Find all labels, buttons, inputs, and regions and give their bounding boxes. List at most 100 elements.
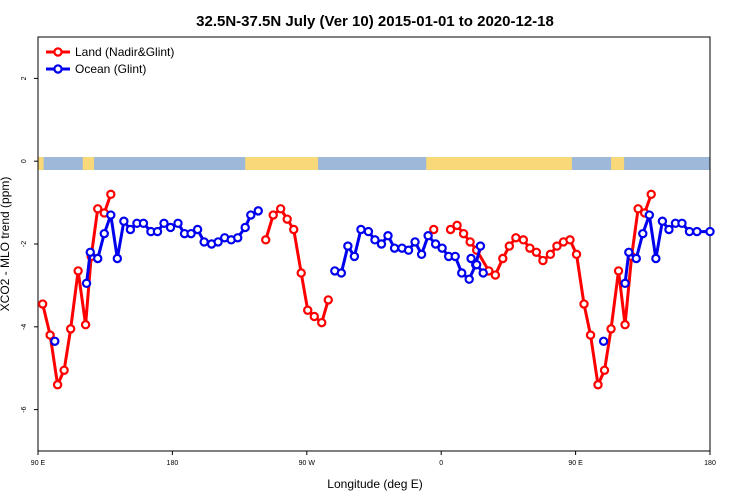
data-point <box>465 237 475 247</box>
data-point <box>93 253 103 264</box>
land-strip-segment <box>611 157 625 170</box>
data-point <box>268 210 278 220</box>
data-point <box>81 278 92 289</box>
x-tick-label: 90 E <box>568 460 583 467</box>
land-ocean-mask <box>38 157 710 170</box>
series-land <box>37 189 656 390</box>
data-point <box>511 233 521 243</box>
data-point <box>598 336 609 346</box>
data-point <box>498 253 508 264</box>
land-strip-segment <box>426 157 572 170</box>
data-point <box>192 224 203 235</box>
data-point <box>705 226 715 237</box>
data-point <box>538 255 548 266</box>
data-point <box>565 235 575 245</box>
data-point <box>677 218 687 228</box>
data-point <box>59 365 69 375</box>
data-point <box>50 336 60 346</box>
data-point <box>138 218 149 228</box>
x-axis-label: Longitude (deg E) <box>327 477 422 491</box>
data-point <box>85 247 95 257</box>
legend-land-marker <box>53 47 63 57</box>
data-point <box>664 224 674 235</box>
data-point <box>112 253 123 264</box>
data-point <box>73 266 83 276</box>
data-point <box>452 220 462 231</box>
data-point <box>349 251 360 262</box>
data-point <box>119 216 129 226</box>
data-point <box>458 228 469 239</box>
series-layer <box>37 189 715 390</box>
data-point <box>296 268 306 278</box>
y-tick-label: 2 <box>21 76 28 80</box>
ocean-strip <box>38 157 710 170</box>
data-point <box>651 253 661 264</box>
data-point <box>416 249 427 260</box>
data-point <box>579 299 589 309</box>
data-point <box>471 260 482 270</box>
legend-land-label: Land (Nadir&Glint) <box>75 45 174 59</box>
data-point <box>450 251 460 262</box>
data-point <box>240 222 250 233</box>
legend-ocean-marker <box>53 64 63 74</box>
data-point <box>152 226 163 237</box>
data-point <box>323 295 333 305</box>
data-point <box>423 231 433 241</box>
data-point <box>186 228 196 239</box>
data-point <box>437 243 447 253</box>
data-point <box>518 235 529 245</box>
y-tick-label: 0 <box>21 159 28 163</box>
data-point <box>173 218 183 228</box>
data-point <box>525 243 535 253</box>
data-point <box>65 324 76 334</box>
y-axis: 2 0 -2 -4 -6 <box>21 76 38 413</box>
data-point <box>282 214 292 224</box>
land-strip-segment <box>245 157 318 170</box>
x-tick-label: 0 <box>439 460 443 467</box>
data-point <box>336 268 347 278</box>
data-point <box>99 228 109 239</box>
data-point <box>585 330 596 340</box>
data-point <box>429 224 439 235</box>
series-line <box>449 193 653 387</box>
data-point <box>633 204 643 214</box>
data-point <box>464 274 474 284</box>
data-point <box>289 224 299 235</box>
x-tick-label: 90 W <box>299 460 316 467</box>
data-point <box>356 224 366 235</box>
data-point <box>275 204 286 214</box>
data-point <box>531 247 542 257</box>
data-point <box>631 253 641 264</box>
series-ocean <box>50 206 715 346</box>
y-axis-label: XCO2 - MLO trend (ppm) <box>0 177 12 312</box>
data-point <box>638 228 648 239</box>
legend-ocean-label: Ocean (Glint) <box>75 62 146 76</box>
data-point <box>93 204 103 214</box>
data-point <box>430 239 441 249</box>
series-line <box>264 207 330 325</box>
x-tick-label: 180 <box>167 460 179 467</box>
data-point <box>620 278 630 289</box>
x-tick-label: 90 E <box>31 460 46 467</box>
series-line <box>41 193 113 387</box>
data-point <box>620 320 630 330</box>
y-tick-label: -4 <box>21 324 28 330</box>
data-point <box>125 224 136 235</box>
data-point <box>490 270 501 280</box>
data-point <box>475 241 486 251</box>
y-tick-label: -2 <box>21 241 28 247</box>
data-point <box>599 365 610 375</box>
data-point <box>213 237 223 247</box>
data-point <box>504 241 515 251</box>
data-point <box>106 189 116 200</box>
data-point <box>37 299 48 309</box>
data-point <box>478 268 488 278</box>
data-point <box>403 245 414 255</box>
data-point <box>646 189 656 200</box>
data-point <box>246 210 256 220</box>
data-point <box>261 235 271 245</box>
series-line <box>85 209 259 284</box>
data-point <box>552 241 562 251</box>
data-point <box>684 226 695 237</box>
